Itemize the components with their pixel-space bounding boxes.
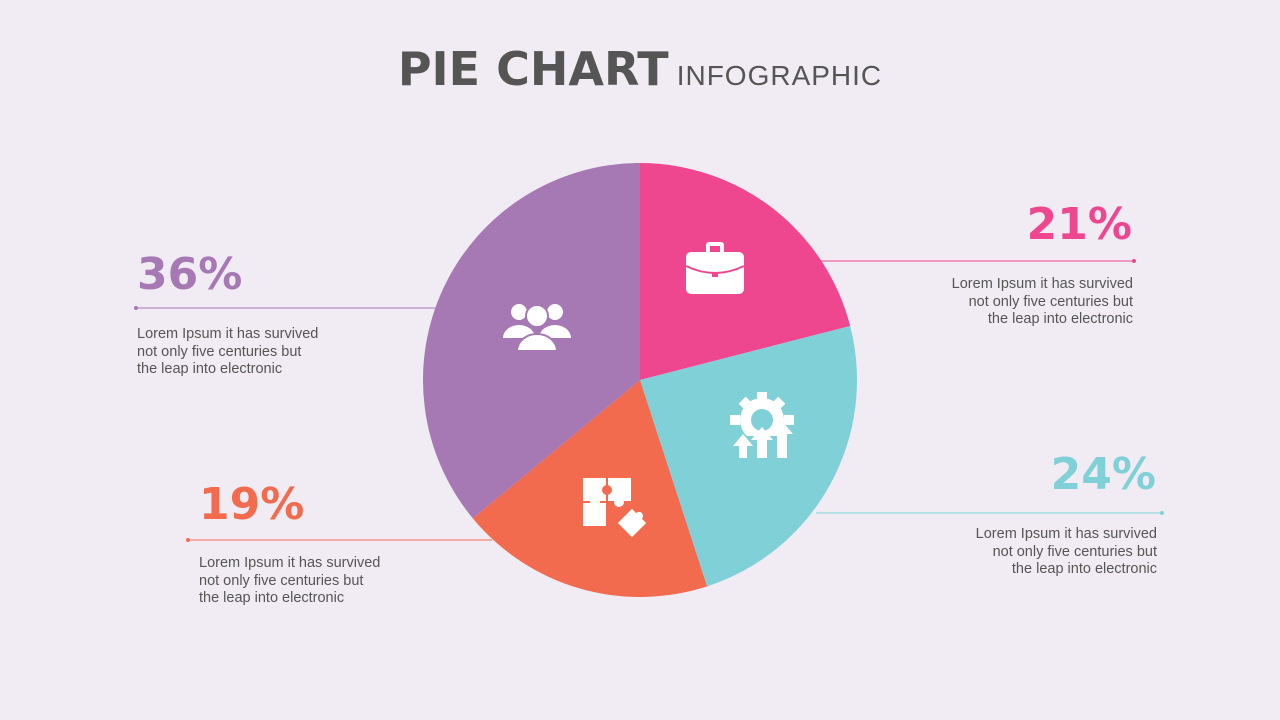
leader-dot <box>1132 259 1136 263</box>
desc-line: Lorem Ipsum it has survived <box>137 326 319 342</box>
desc-purple: Lorem Ipsum it has survived not only fiv… <box>137 326 337 379</box>
desc-line: not only five centuries but <box>968 293 1133 310</box>
page-title: PIE CHART INFOGRAPHIC <box>0 42 1280 96</box>
desc-line: Lorem Ipsum it has survived <box>975 526 1157 542</box>
desc-line: not only five centuries but <box>992 543 1157 560</box>
desc-line: not only five centuries but <box>137 343 302 360</box>
pct-label-pink: 21% <box>1026 199 1132 250</box>
pct-label-teal: 24% <box>1050 449 1156 500</box>
desc-line: the leap into electronic <box>987 311 1133 327</box>
leader-dot <box>1160 511 1164 515</box>
desc-pink: Lorem Ipsum it has survived not only fiv… <box>933 276 1133 329</box>
desc-line: the leap into electronic <box>199 590 345 606</box>
puzzle-icon <box>583 478 647 538</box>
leader-dot <box>186 538 190 542</box>
desc-teal: Lorem Ipsum it has survived not only fiv… <box>957 526 1157 579</box>
gear-growth-icon <box>730 392 794 462</box>
pie-slice-pink <box>640 163 851 380</box>
desc-line: the leap into electronic <box>1011 561 1157 577</box>
desc-line: Lorem Ipsum it has survived <box>199 555 381 571</box>
team-icon <box>503 304 571 352</box>
desc-line: Lorem Ipsum it has survived <box>951 276 1133 292</box>
desc-orange: Lorem Ipsum it has survived not only fiv… <box>199 555 399 608</box>
briefcase-icon <box>685 242 745 294</box>
desc-line: the leap into electronic <box>137 361 283 377</box>
pct-label-purple: 36% <box>137 249 243 300</box>
leader-dot <box>134 306 138 310</box>
pct-label-orange: 19% <box>199 479 305 530</box>
desc-line: not only five centuries but <box>199 572 364 589</box>
title-main: PIE CHART <box>397 42 669 96</box>
title-sub: INFOGRAPHIC <box>676 60 883 91</box>
